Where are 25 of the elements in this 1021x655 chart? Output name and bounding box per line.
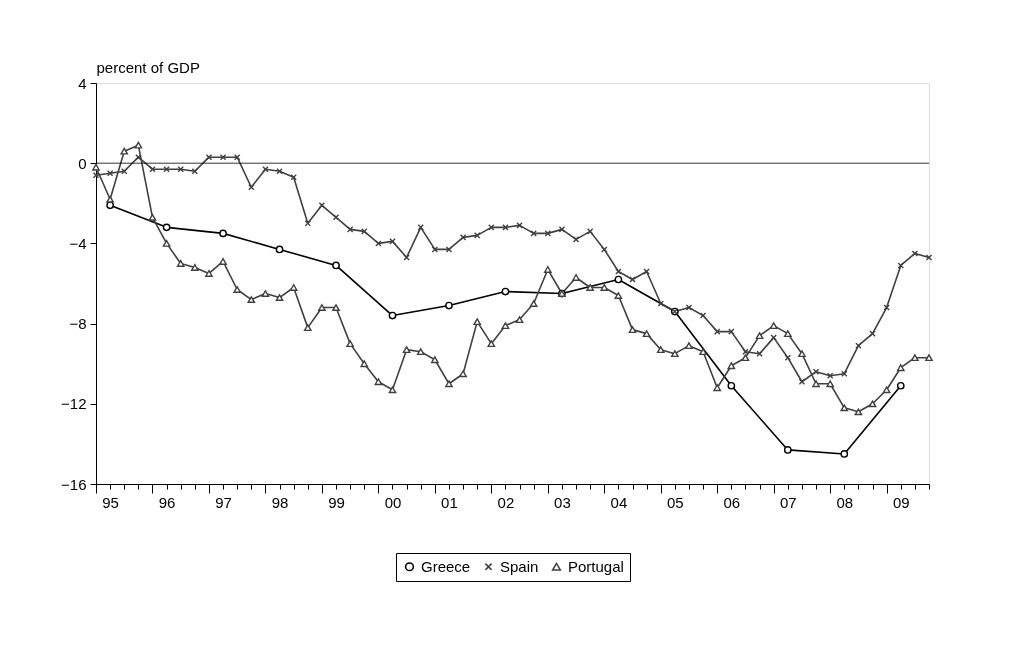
- x-tick-label: 99: [328, 493, 345, 511]
- x-tick-label: 95: [102, 493, 119, 511]
- y-tick-label: −8: [69, 315, 87, 333]
- x-tick-label: 02: [497, 493, 515, 511]
- x-tick-label: 04: [610, 493, 628, 511]
- y-tick-label: 4: [78, 74, 87, 92]
- legend-label: Spain: [500, 557, 539, 575]
- y-tick-label: −12: [61, 395, 87, 413]
- x-tick-label: 06: [723, 493, 741, 511]
- y-axis-title: percent of GDP: [96, 58, 200, 76]
- x-tick-label: 09: [892, 493, 910, 511]
- x-tick-label: 96: [158, 493, 176, 511]
- x-tick-label: 03: [554, 493, 571, 511]
- y-tick-label: −16: [61, 475, 87, 493]
- legend-label: Greece: [421, 557, 471, 575]
- x-tick-label: 97: [215, 493, 232, 511]
- y-tick-label: 0: [78, 154, 87, 172]
- x-tick-label: 01: [441, 493, 458, 511]
- x-tick-label: 07: [779, 493, 797, 511]
- y-tick-label: −4: [69, 234, 87, 252]
- legend-label: Portugal: [568, 557, 624, 575]
- x-tick-label: 98: [271, 493, 289, 511]
- x-tick-label: 08: [836, 493, 854, 511]
- x-tick-label: 05: [667, 493, 684, 511]
- x-tick-label: 00: [384, 493, 402, 511]
